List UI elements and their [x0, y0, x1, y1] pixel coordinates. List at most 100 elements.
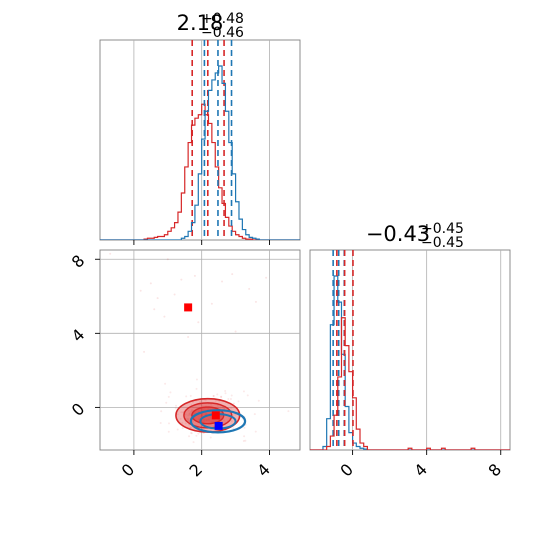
bottom-left-outlier-point-17	[231, 273, 234, 276]
bottom-left-sample-point-81	[204, 399, 207, 402]
bottom-left-sample-point-148	[160, 410, 163, 413]
bottom-left-sample-point-176	[242, 440, 245, 443]
bottom-left-sample-point-121	[187, 414, 190, 417]
bottom-left-sample-point-49	[189, 410, 192, 413]
bottom-left-sample-point-79	[257, 399, 260, 402]
bottom-left-sample-point-53	[242, 390, 245, 393]
bottom-left-sample-point-191	[168, 422, 171, 425]
bottom-right-title-minus: −0.45	[421, 235, 464, 251]
bottom-right-title-plus: +0.45	[421, 221, 464, 237]
bottom-left-outlier-point-1	[166, 258, 169, 261]
bottom-left-sample-point-73	[209, 416, 212, 419]
bottom-left-sample-point-170	[165, 401, 168, 404]
bottom-left-sample-point-93	[216, 393, 219, 396]
bottom-right-histograms	[310, 250, 510, 450]
bottom-left-sample-point-77	[210, 420, 213, 423]
bottom-left-scatter-contours	[109, 252, 290, 454]
bottom-left-sample-point-135	[205, 418, 208, 421]
bottom-left-sample-point-61	[184, 413, 187, 416]
bottom-left-sample-point-125	[181, 421, 184, 424]
bottom-left-outlier-point-0	[109, 252, 112, 255]
bottom-left-sample-point-62	[195, 378, 198, 381]
bottom-left-outlier-point-4	[149, 282, 152, 285]
bottom-left-sample-point-215	[169, 391, 172, 394]
bottom-left-outlier-point-2	[193, 274, 196, 277]
bottom-right-ticks: 0 4 8	[336, 450, 505, 480]
top-left-hist-series-0	[100, 103, 300, 240]
bottom-left-sample-point-194	[159, 421, 162, 424]
bottom-left-sample-point-66	[181, 427, 184, 430]
bottom-left-outlier-point-12	[163, 315, 166, 318]
bottom-left-sample-point-104	[224, 392, 227, 395]
bottom-left-sample-point-3	[207, 418, 210, 421]
bottom-left-sample-point-111	[228, 417, 231, 420]
blue-truth-marker	[214, 421, 223, 430]
bottom-left-sample-point-63	[229, 397, 232, 400]
bottom-left-sample-point-70	[232, 402, 235, 405]
top-left-histogram-panel: 2.18 +0.48 −0.46	[99, 11, 301, 245]
bottom-left-sample-point-217	[205, 419, 208, 422]
bottom-left-sample-point-15	[176, 413, 179, 416]
bottom-left-axes-frame	[99, 249, 301, 451]
bottom-left-sample-point-26	[253, 413, 256, 416]
bottom-left-xtick-label-0: 0	[118, 460, 139, 481]
bottom-left-sample-point-138	[190, 432, 193, 435]
bottom-left-sample-point-110	[232, 414, 235, 417]
top-left-title-value: 2.18	[177, 11, 224, 35]
bottom-left-sample-point-21	[167, 395, 170, 398]
bottom-left-ytick-label-0: 0	[68, 399, 89, 420]
bottom-left-sample-point-97	[188, 412, 191, 415]
bottom-left-sample-point-153	[219, 415, 222, 418]
bottom-left-xtick-label-1: 2	[185, 460, 206, 481]
bottom-left-sample-point-159	[212, 394, 215, 397]
bottom-left-sample-point-51	[212, 420, 215, 423]
bottom-right-histogram-panel: 0 4 8 −0.43 +0.45 −0.45	[309, 221, 511, 480]
bottom-left-sample-point-137	[191, 409, 194, 412]
bottom-left-sample-point-151	[189, 426, 192, 429]
bottom-left-sample-point-115	[202, 418, 205, 421]
bottom-left-sample-point-16	[197, 418, 200, 421]
bottom-left-sample-point-55	[189, 431, 192, 434]
bottom-left-sample-point-196	[189, 394, 192, 397]
bottom-left-sample-point-86	[167, 430, 170, 433]
bottom-left-outlier-point-16	[254, 300, 257, 303]
bottom-left-sample-point-163	[179, 417, 182, 420]
bottom-left-sample-point-18	[200, 414, 203, 417]
bottom-left-sample-point-218	[200, 399, 203, 402]
bottom-left-sample-point-34	[230, 394, 233, 397]
bottom-left-outlier-point-15	[187, 336, 190, 339]
bottom-left-sample-point-69	[180, 411, 183, 414]
bottom-left-sample-point-152	[187, 409, 190, 412]
bottom-left-sample-point-181	[223, 419, 226, 422]
bottom-left-sample-point-30	[224, 390, 227, 393]
bottom-left-sample-point-130	[176, 428, 179, 431]
red-truth-marker	[184, 303, 193, 312]
top-left-title-minus: −0.46	[201, 25, 244, 41]
bottom-left-sample-point-58	[220, 395, 223, 398]
bottom-right-xtick-label-1: 4	[410, 460, 431, 481]
bottom-right-axes-frame	[309, 249, 511, 451]
bottom-left-outlier-point-10	[156, 297, 159, 300]
bottom-left-sample-point-174	[201, 409, 204, 412]
bottom-left-sample-point-210	[195, 434, 198, 437]
bottom-left-sample-point-198	[203, 419, 206, 422]
bottom-left-sample-point-190	[208, 419, 211, 422]
bottom-left-sample-point-29	[164, 382, 167, 385]
bottom-left-sample-point-22	[207, 407, 210, 410]
bottom-right-hist-series-1	[310, 317, 510, 450]
bottom-left-outlier-point-11	[210, 302, 213, 305]
bottom-left-sample-point-35	[190, 409, 193, 412]
bottom-left-sample-point-156	[210, 403, 213, 406]
bottom-left-sample-point-168	[221, 406, 224, 409]
bottom-left-sample-point-204	[243, 435, 246, 438]
bottom-left-sample-point-213	[151, 452, 153, 454]
bottom-left-ytick-label-1: 4	[68, 325, 89, 346]
top-left-hist-series-1	[100, 65, 300, 240]
bottom-left-ytick-label-2: 8	[68, 251, 89, 272]
blue-contour-outer	[189, 409, 247, 434]
bottom-left-outlier-point-13	[234, 330, 237, 333]
bottom-left-sample-point-133	[188, 412, 191, 415]
bottom-left-sample-point-214	[188, 435, 191, 438]
bottom-right-xtick-label-0: 0	[336, 460, 357, 481]
bottom-left-outlier-point-5	[139, 289, 142, 292]
